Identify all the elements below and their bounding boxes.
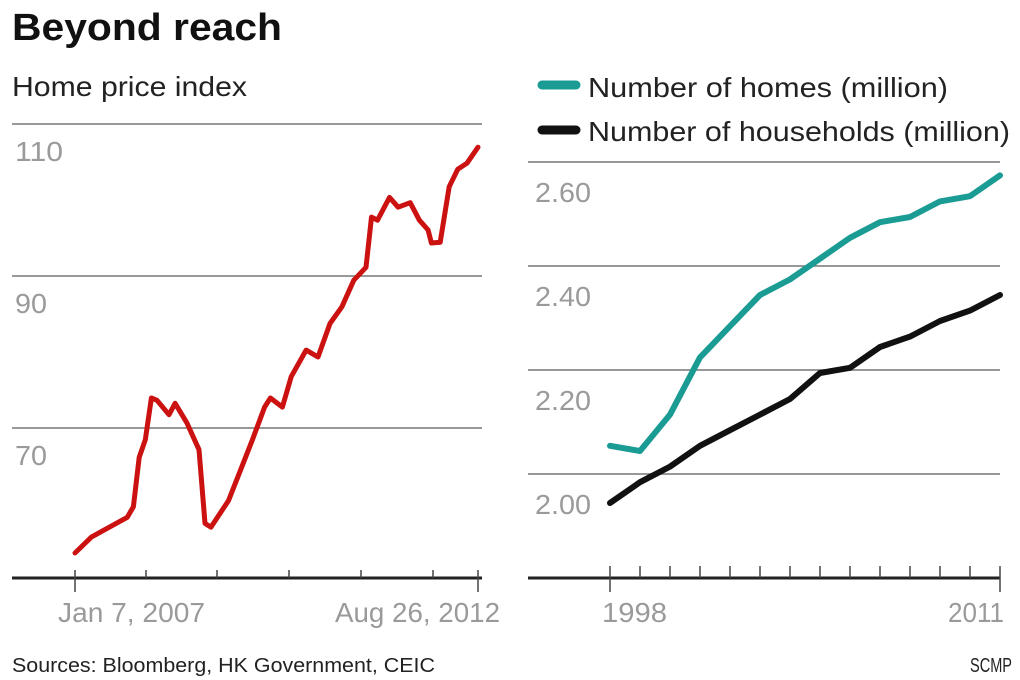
y-tick-label: 2.60 (535, 177, 591, 208)
homes-line (607, 172, 1003, 454)
legend-label-households: Number of households (million) (588, 116, 1010, 147)
y-tick-label: 70 (15, 440, 47, 471)
right-chart: 2.60 2.40 2.20 2.00 (528, 161, 1003, 592)
y-tick-label: 110 (15, 136, 63, 167)
left-chart-title: Home price index (12, 71, 247, 102)
y-tick-label: 2.20 (535, 385, 591, 416)
y-tick-label: 90 (15, 288, 47, 319)
x-tick-label-1998: 1998 (602, 597, 667, 628)
y-tick-label: 2.40 (535, 281, 591, 312)
households-line (607, 292, 1003, 506)
sources-note: Sources: Bloomberg, HK Government, CEIC (12, 655, 435, 677)
left-chart: 110 90 70 (12, 123, 482, 592)
x-tick-label-start: Jan 7, 2007 (58, 597, 205, 628)
x-tick-label-2011: 2011 (948, 597, 1004, 628)
y-tick-label: 2.00 (535, 489, 591, 520)
x-tick-label-end: Aug 26, 2012 (335, 597, 500, 628)
legend-label-homes: Number of homes (million) (588, 72, 948, 103)
chart-title: Beyond reach (12, 7, 282, 49)
home-price-index-line (72, 144, 481, 556)
credit: SCMP (970, 655, 1012, 677)
legend: Number of homes (million) Number of hous… (537, 72, 1010, 147)
